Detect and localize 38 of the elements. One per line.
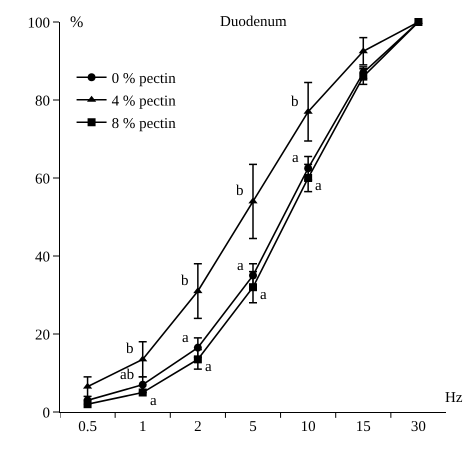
legend-label: 0 % pectin [112, 71, 176, 88]
x-tick-label: 5 [249, 419, 257, 435]
x-axis-title: Hz [445, 390, 463, 406]
annotation: b [236, 183, 244, 199]
x-tick-label: 0.5 [78, 419, 97, 435]
annotation: b [126, 341, 134, 357]
x-tick-label: 15 [356, 419, 371, 435]
y-tick-label: 60 [35, 171, 50, 188]
legend-label: 4 % pectin [112, 94, 176, 110]
y-tick-label: 0 [42, 405, 50, 422]
x-tick-label: 10 [300, 419, 316, 435]
point [84, 400, 92, 408]
x-tick-label: 2 [194, 419, 202, 435]
annotation: a [237, 258, 244, 274]
point [249, 283, 257, 292]
annotation: b [291, 94, 298, 110]
point [414, 18, 422, 26]
annotation: a [260, 287, 267, 303]
x-tick-label: 30 [410, 419, 426, 435]
legend-label: 8 % pectin [112, 116, 176, 132]
y-tick-label: 100 [28, 15, 50, 32]
y-tick-label: 40 [35, 249, 50, 266]
annotation: b [181, 273, 188, 289]
point [359, 72, 368, 81]
y-axis-title: % [70, 14, 84, 31]
y-tick-label: 20 [35, 327, 50, 344]
annotation: ab [120, 367, 134, 383]
point [304, 174, 312, 182]
annotation: a [182, 330, 189, 346]
annotation: a [292, 150, 299, 166]
point [138, 380, 147, 389]
annotation: a [205, 359, 212, 375]
annotation: a [315, 178, 322, 194]
y-tick-label: 80 [35, 93, 50, 110]
annotation: a [150, 393, 157, 409]
chart-title: Duodenum [220, 14, 287, 30]
x-tick-label: 1 [138, 419, 146, 435]
point [194, 355, 202, 364]
